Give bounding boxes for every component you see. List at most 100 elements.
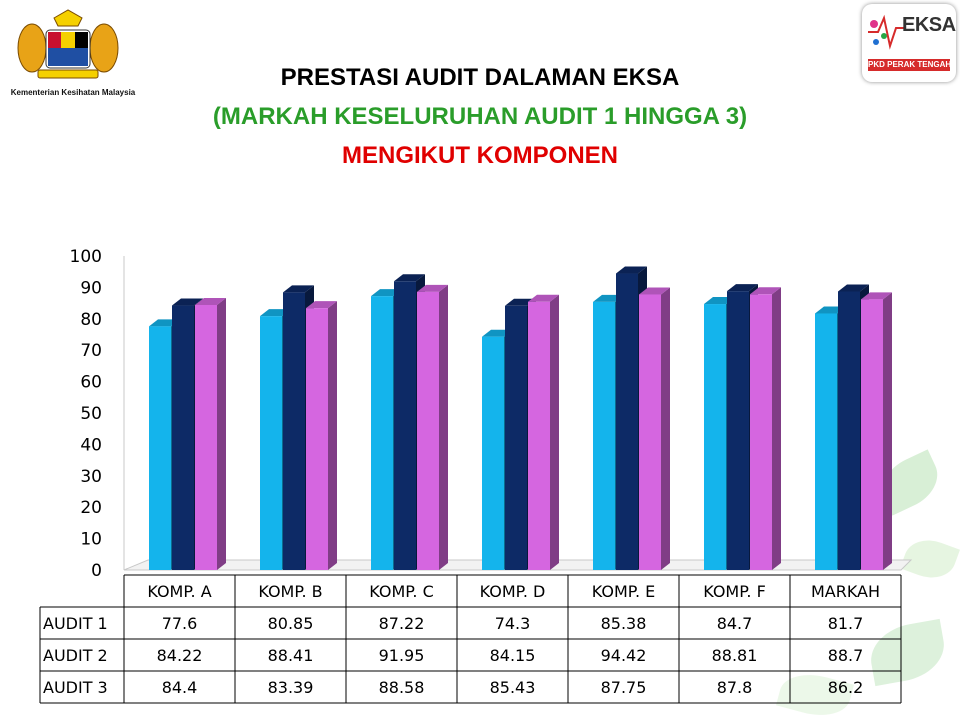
bar-top: [616, 266, 647, 274]
bar-top: [195, 297, 226, 305]
bar-3-2: [306, 301, 337, 570]
eksa-logo: EKSA PKD PERAK TENGAH: [862, 4, 956, 82]
title-line-2: (MARKAH KESELURUHAN AUDIT 1 HINGGA 3): [212, 103, 748, 130]
data-label: 74.3: [495, 614, 531, 633]
bar-3-3: [417, 284, 448, 570]
x-tick-label: KOMP. C: [369, 582, 434, 601]
pulse-icon: [868, 14, 904, 50]
bar-side: [661, 287, 670, 570]
bar-front: [149, 326, 171, 570]
data-label: 87.8: [717, 678, 753, 697]
y-tick-label: 10: [80, 530, 102, 550]
bar-front: [528, 301, 550, 570]
bar-front: [260, 316, 282, 570]
bar-front: [861, 299, 883, 570]
bar-front: [195, 304, 217, 570]
data-label: 84.4: [162, 678, 198, 697]
bar-top: [283, 285, 314, 293]
x-tick-label: KOMP. E: [592, 582, 655, 601]
bar-top: [838, 284, 869, 292]
bar-front: [593, 301, 615, 570]
bar-front: [639, 294, 661, 570]
bar-front: [172, 305, 194, 570]
ministry-logo: Kementerian Kesihatan Malaysia: [8, 6, 135, 97]
y-tick-label: 70: [80, 341, 102, 361]
bar-front: [616, 273, 638, 570]
bar-top: [861, 292, 892, 300]
data-label: 87.75: [601, 678, 647, 697]
eksa-wordmark: EKSA: [902, 14, 956, 36]
bar-top: [394, 274, 425, 282]
title-line-3: MENGIKUT KOMPONEN: [342, 142, 618, 169]
data-label: 83.39: [268, 678, 314, 697]
data-label: 84.22: [157, 646, 203, 665]
y-tick-label: 20: [80, 498, 102, 518]
bar-front: [417, 291, 439, 570]
data-label: 88.41: [268, 646, 314, 665]
data-label: 87.22: [379, 614, 425, 633]
bar-side: [550, 294, 559, 570]
bar-front: [283, 292, 305, 570]
title-line-1: PRESTASI AUDIT DALAMAN EKSA: [280, 64, 680, 91]
bar-front: [727, 291, 749, 570]
bar-side: [217, 297, 226, 570]
bar-side: [439, 284, 448, 570]
bar-top: [727, 284, 758, 292]
bar-side: [883, 292, 892, 570]
data-label: 80.85: [268, 614, 314, 633]
y-tick-label: 60: [80, 373, 102, 393]
y-tick-label: 50: [80, 404, 102, 424]
data-label: 84.7: [717, 614, 753, 633]
series-label: AUDIT 3: [43, 678, 108, 697]
bar-front: [371, 296, 393, 570]
bar-3-6: [750, 287, 781, 570]
bar-top: [639, 287, 670, 295]
bar-top: [172, 298, 203, 306]
data-label: 85.43: [490, 678, 536, 697]
bar-3-4: [528, 294, 559, 570]
y-tick-label: 100: [70, 247, 102, 267]
bar-3-5: [639, 287, 670, 570]
data-label: 91.95: [379, 646, 425, 665]
data-label: 84.15: [490, 646, 536, 665]
y-tick-label: 0: [91, 561, 102, 581]
series-label: AUDIT 1: [43, 614, 108, 633]
bar-front: [482, 336, 504, 570]
x-tick-label: KOMP. F: [703, 582, 766, 601]
data-label: 86.2: [828, 678, 864, 697]
y-tick-label: 90: [80, 278, 102, 298]
data-label: 88.58: [379, 678, 425, 697]
x-tick-label: KOMP. B: [258, 582, 322, 601]
bar-front: [704, 304, 726, 570]
data-label: 85.38: [601, 614, 647, 633]
x-tick-label: KOMP. D: [480, 582, 546, 601]
coat-of-arms-icon: [17, 9, 119, 79]
x-tick-label: KOMP. A: [147, 582, 211, 601]
bar-front: [815, 313, 837, 570]
bar-front: [306, 308, 328, 570]
bar-front: [394, 281, 416, 570]
bar-side: [328, 301, 337, 570]
data-label: 81.7: [828, 614, 864, 633]
bar-3-1: [195, 297, 226, 570]
x-tick-label: MARKAH: [811, 582, 880, 601]
y-tick-label: 80: [80, 310, 102, 330]
y-tick-label: 40: [80, 435, 102, 455]
data-label: 77.6: [162, 614, 198, 633]
bar-top: [528, 294, 559, 302]
bar-side: [772, 287, 781, 570]
bar-front: [505, 305, 527, 570]
data-label: 88.7: [828, 646, 864, 665]
bar-top: [750, 287, 781, 295]
eksa-band: PKD PERAK TENGAH: [868, 59, 950, 71]
data-label: 88.81: [712, 646, 758, 665]
bar-front: [838, 291, 860, 570]
ministry-name: Kementerian Kesihatan Malaysia: [10, 88, 136, 97]
bar-top: [417, 284, 448, 292]
bar-front: [750, 294, 772, 570]
series-label: AUDIT 2: [43, 646, 108, 665]
data-label: 94.42: [601, 646, 647, 665]
bar-top: [306, 301, 337, 309]
bar-3-7: [861, 292, 892, 570]
